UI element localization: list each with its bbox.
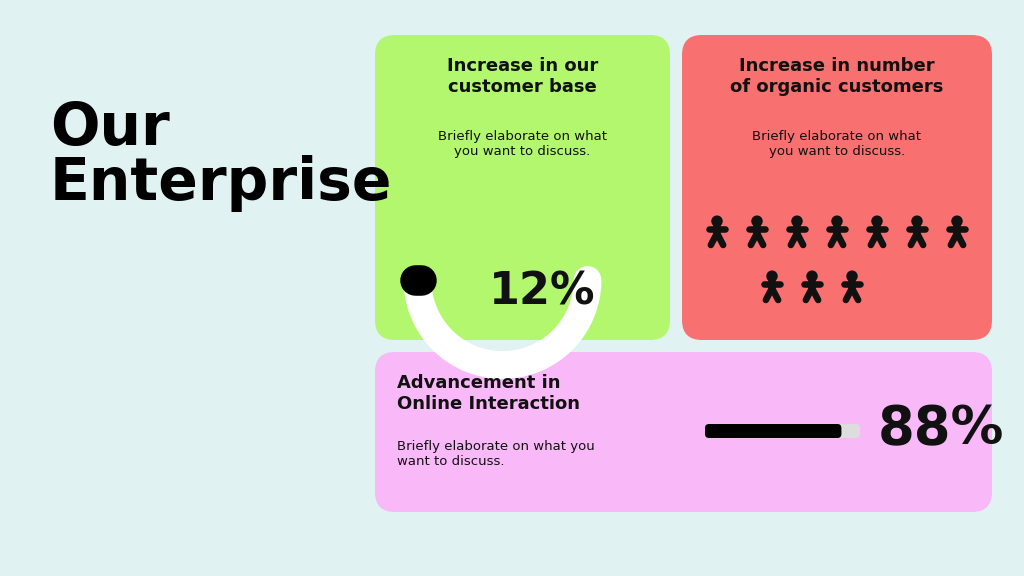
Text: Increase in number
of organic customers: Increase in number of organic customers bbox=[730, 57, 944, 96]
Text: Briefly elaborate on what you
want to discuss.: Briefly elaborate on what you want to di… bbox=[397, 440, 595, 468]
FancyBboxPatch shape bbox=[705, 424, 842, 438]
Circle shape bbox=[792, 216, 802, 226]
Circle shape bbox=[752, 216, 762, 226]
Text: Our: Our bbox=[50, 100, 170, 157]
Circle shape bbox=[767, 271, 777, 281]
Text: Advancement in
Online Interaction: Advancement in Online Interaction bbox=[397, 374, 580, 413]
Circle shape bbox=[872, 216, 882, 226]
Text: Increase in our
customer base: Increase in our customer base bbox=[446, 57, 598, 96]
FancyBboxPatch shape bbox=[705, 424, 860, 438]
FancyBboxPatch shape bbox=[375, 35, 670, 340]
Circle shape bbox=[847, 271, 857, 281]
FancyBboxPatch shape bbox=[375, 352, 992, 512]
Circle shape bbox=[952, 216, 962, 226]
Text: 12%: 12% bbox=[489, 271, 596, 313]
Text: Briefly elaborate on what
you want to discuss.: Briefly elaborate on what you want to di… bbox=[753, 130, 922, 158]
Text: Enterprise: Enterprise bbox=[50, 155, 392, 212]
Text: 88%: 88% bbox=[878, 403, 1005, 455]
FancyBboxPatch shape bbox=[682, 35, 992, 340]
Circle shape bbox=[712, 216, 722, 226]
Circle shape bbox=[831, 216, 842, 226]
Circle shape bbox=[807, 271, 817, 281]
Text: Briefly elaborate on what
you want to discuss.: Briefly elaborate on what you want to di… bbox=[438, 130, 607, 158]
Circle shape bbox=[912, 216, 922, 226]
